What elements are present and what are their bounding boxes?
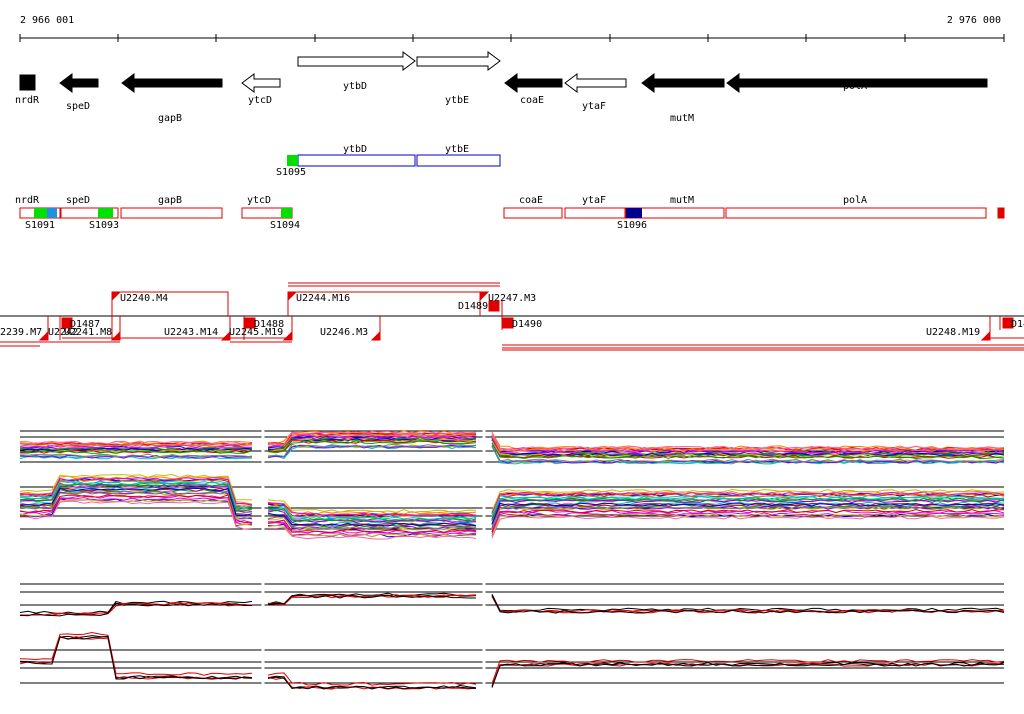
profile-line (19, 440, 1005, 460)
gene-label: ytbD (343, 81, 367, 92)
profile-line (19, 430, 1005, 450)
gene-label: coaE (520, 95, 544, 106)
profile-line (19, 490, 1005, 530)
transcript-label: U2241.M8 (64, 327, 112, 338)
profile-line (19, 443, 1005, 463)
site-label: S1093 (89, 220, 119, 231)
gene-label: ytcD (248, 95, 272, 106)
transcript-label: U2242 (48, 327, 78, 338)
gene-label: mutM (670, 113, 694, 124)
site-label: S1091 (25, 220, 55, 231)
profile-line (19, 635, 1005, 690)
track-gap (261, 425, 486, 695)
operon-label: ytcD (247, 195, 271, 206)
operon-label: ytbE (445, 144, 469, 155)
operon-label: mutM (670, 195, 694, 206)
transcript-label: D1489 (458, 301, 488, 312)
ruler (19, 34, 1005, 42)
operon-label: speD (66, 195, 90, 206)
transcript-label: U2247.M3 (488, 293, 536, 304)
transcript-label: U2240.M4 (120, 293, 168, 304)
expression-profiles (19, 425, 1005, 695)
transcript-label: D14 (1011, 319, 1024, 330)
site-label: S1094 (270, 220, 300, 231)
gene-label: polA (843, 81, 867, 92)
transcript-label: D1487 (70, 319, 100, 330)
transcript-label: D1490 (512, 319, 542, 330)
transcript-label: U2244.M16 (296, 293, 350, 304)
reverse-operons (19, 207, 1005, 219)
gene-label: speD (66, 101, 90, 112)
operon-label: ytaF (582, 195, 606, 206)
operon-label: nrdR (15, 195, 40, 206)
transcript-label: U2248.M19 (926, 327, 980, 338)
gene-arrows (19, 51, 988, 93)
operon-label: polA (843, 195, 867, 206)
site-label: S1095 (276, 167, 306, 178)
profile-line (19, 631, 1005, 686)
site-label: S1096 (617, 220, 647, 231)
gene-label: ytbE (445, 95, 469, 106)
profile-line (19, 477, 1005, 516)
profile-line (19, 473, 1005, 514)
operon-label: ytbD (343, 144, 367, 155)
gene-label: nrdR (15, 95, 40, 106)
ruler-start: 2 966 001 (20, 15, 74, 26)
profile-line (19, 494, 1005, 534)
transcript-label: U2246.M3 (320, 327, 368, 338)
transcripts (0, 282, 1024, 351)
transcript-label: U2245.M19 (229, 327, 283, 338)
forward-operons (287, 154, 501, 167)
profile-line (20, 500, 1005, 540)
gene-label: ytaF (582, 101, 606, 112)
profile-line (19, 594, 1005, 617)
transcript-label: D1488 (254, 319, 284, 330)
profile-line (19, 487, 1005, 527)
profile-line (19, 481, 1005, 520)
gene-label: gapB (158, 113, 182, 124)
operon-label: gapB (158, 195, 182, 206)
ruler-end: 2 976 000 (947, 15, 1001, 26)
transcript-label: 2239.M7 (0, 327, 42, 338)
operon-label: coaE (519, 195, 543, 206)
transcript-label: U2243.M14 (164, 327, 218, 338)
